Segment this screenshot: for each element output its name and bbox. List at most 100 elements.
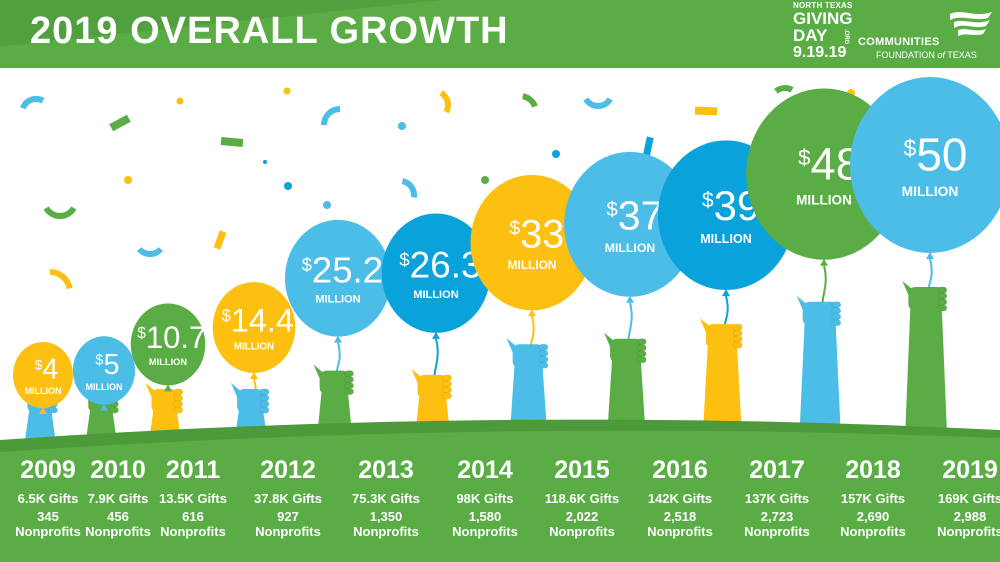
balloon-2015[interactable]: $33 MILLION (470, 174, 594, 317)
year-column: 2015 118.6K Gifts 2,022 Nonprofits (537, 455, 627, 539)
balloon-2013[interactable]: $25.2 MILLION (284, 219, 392, 343)
year-label: 2015 (554, 456, 610, 484)
gifts-count: 169K Gifts (937, 491, 1000, 506)
year-label: 2012 (260, 456, 316, 484)
balloon-2011[interactable]: $10.7 MILLION (130, 303, 207, 392)
currency-symbol: $ (904, 135, 917, 161)
thumb (506, 338, 519, 353)
thumb (699, 318, 712, 333)
gifts-count: 137K Gifts (744, 491, 810, 506)
logo-line-giving: GIVING (793, 9, 853, 28)
currency-symbol: $ (798, 145, 811, 170)
thumb (313, 364, 326, 379)
currency-symbol: $ (702, 189, 714, 212)
finger (732, 329, 743, 337)
finger (344, 388, 354, 395)
year-label: 2009 (20, 456, 76, 484)
nonprofits-count: 616 (182, 509, 204, 524)
balloon-value-label: $50 (904, 129, 968, 181)
currency-symbol: $ (137, 325, 146, 342)
finger (259, 394, 270, 402)
finger (732, 341, 743, 349)
balloon-2012[interactable]: $14.4 MILLION (212, 282, 296, 379)
finger (442, 380, 453, 388)
balloon-unit-label: MILLION (413, 289, 459, 301)
confetti-piece (124, 176, 132, 184)
balloon-unit-label: MILLION (149, 357, 187, 367)
nonprofits-count: 1,580 (468, 509, 502, 524)
confetti-piece (398, 122, 406, 130)
fist (417, 374, 448, 399)
gifts-count: 142K Gifts (647, 491, 713, 506)
finger (344, 382, 354, 389)
year-column: 2016 142K Gifts 2,518 Nonprofits (635, 455, 725, 539)
year-column: 2011 13.5K Gifts 616 Nonprofits (148, 455, 238, 539)
confetti-piece (774, 85, 794, 94)
confetti-piece (136, 246, 164, 257)
confetti-piece (439, 90, 451, 114)
fist (802, 301, 838, 326)
page-title: 2019 OVERALL GROWTH (30, 10, 509, 52)
balloon-unit-label: MILLION (700, 232, 752, 246)
confetti-piece (694, 106, 718, 116)
nonprofits-count: 2,988 (953, 509, 987, 524)
confetti-piece (481, 176, 489, 184)
nonprofits-label: Nonprofits (937, 524, 1000, 539)
year-column: 2009 6.5K Gifts 345 Nonprofits (3, 455, 93, 539)
balloon-2014[interactable]: $26.3 MILLION (381, 213, 491, 339)
finger (442, 392, 453, 400)
finger (732, 323, 743, 331)
confetti-piece (213, 230, 227, 250)
nonprofits-count: 927 (277, 509, 299, 524)
gifts-count: 157K Gifts (840, 491, 906, 506)
logo-foundation-text: FOUNDATION of TEXAS (876, 50, 977, 60)
thumb (902, 281, 915, 295)
balloon-value: 50 (916, 129, 967, 181)
finger (344, 370, 354, 377)
nonprofits-label: Nonprofits (744, 524, 810, 539)
finger (937, 304, 948, 312)
balloon-unit-label: MILLION (902, 184, 959, 199)
finger (173, 388, 184, 396)
logo-foundation-word: FOUNDATION (876, 50, 938, 60)
currency-symbol: $ (302, 254, 312, 275)
currency-symbol: $ (35, 357, 43, 373)
balloon-value: 37 (618, 192, 664, 238)
logo-texas-word: TEXAS (944, 50, 977, 60)
fist (908, 287, 944, 311)
finger (636, 338, 647, 346)
finger (259, 406, 270, 414)
year-label: 2019 (942, 456, 998, 484)
thumb (796, 295, 809, 310)
finger (344, 376, 354, 383)
nonprofits-label: Nonprofits (85, 524, 151, 539)
currency-symbol: $ (95, 353, 103, 369)
nonprofits-label: Nonprofits (160, 524, 226, 539)
year-column: 2017 137K Gifts 2,723 Nonprofits (732, 455, 822, 539)
finger (831, 319, 842, 327)
balloon-body (850, 77, 1000, 253)
logo-line-north-texas: NORTH TEXAS (793, 1, 853, 10)
balloon-value-label: $33 (509, 212, 564, 256)
gifts-count: 37.8K Gifts (254, 491, 322, 506)
balloon-knot (432, 331, 440, 339)
confetti-piece (109, 114, 131, 132)
balloon-body (212, 282, 296, 373)
north-texas-giving-day-logo[interactable]: NORTH TEXAS GIVING DAY .ORG 9.19.19 (793, 2, 863, 61)
balloon-knot (722, 289, 730, 297)
year-label: 2018 (845, 456, 901, 484)
balloon-value-label: $14.4 (222, 302, 294, 338)
ground-hill (0, 419, 1000, 562)
balloon-value: 33 (520, 212, 564, 256)
balloon-2019[interactable]: $50 MILLION (850, 77, 1000, 259)
finger (259, 400, 270, 408)
finger (259, 388, 270, 396)
confetti-piece (20, 96, 45, 110)
finger (538, 349, 549, 357)
thumb (411, 368, 424, 383)
balloons-group: $4MILLION$5MILLION$10.7MILLION$14.4MILLI… (13, 77, 1000, 414)
flag-wave-icon (950, 12, 992, 36)
